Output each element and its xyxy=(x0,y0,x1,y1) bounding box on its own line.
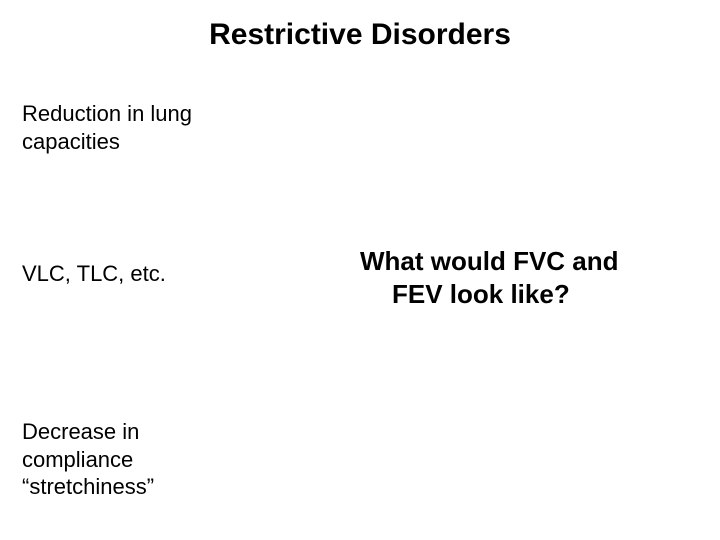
question-line: FEV look like? xyxy=(360,278,619,311)
bullet-reduction: Reduction in lung capacities xyxy=(22,100,192,155)
bullet-text-line: Decrease in xyxy=(22,419,139,444)
bullet-vlc-tlc: VLC, TLC, etc. xyxy=(22,260,166,288)
bullet-text-line: “stretchiness” xyxy=(22,474,154,499)
bullet-text-line: compliance xyxy=(22,447,133,472)
bullet-compliance: Decrease in compliance “stretchiness” xyxy=(22,418,154,501)
slide-title: Restrictive Disorders xyxy=(0,18,720,52)
bullet-text-line: VLC, TLC, etc. xyxy=(22,261,166,286)
bullet-text-line: capacities xyxy=(22,129,120,154)
question-text: What would FVC and FEV look like? xyxy=(360,245,619,310)
bullet-text-line: Reduction in lung xyxy=(22,101,192,126)
question-line: What would FVC and xyxy=(360,245,619,278)
